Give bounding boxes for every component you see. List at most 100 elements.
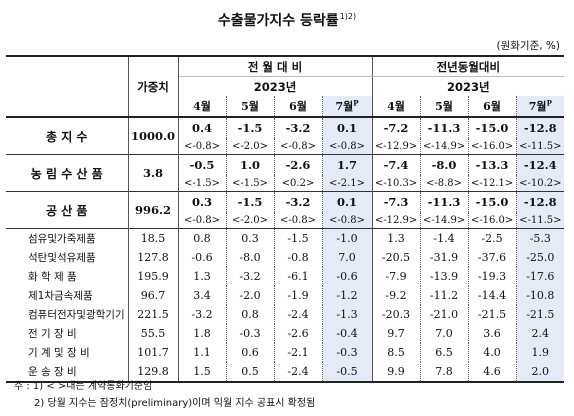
mom-value: -6.1 (273, 267, 322, 286)
yoy-value: -37.6 (467, 248, 517, 267)
yoy-value: 4.0 (467, 343, 517, 362)
mom-value: -1.5 (225, 191, 274, 212)
yoy-value: 2.0 (515, 362, 565, 382)
sub-row: 기 계 및 장 비 101.7 1.1 0.6 -2.1 -0.3 8.5 6.5 4.0 1.9 (6, 343, 565, 362)
mom-value: 0.8 (225, 305, 274, 324)
mom-value: -1.9 (273, 286, 322, 305)
mom-contract-value: <-2.1> (321, 175, 373, 192)
sub-row-label: 섬유및가죽제품 (6, 228, 129, 248)
mom-month-header: 5월 (225, 96, 274, 117)
yoy-contract-value: <-10.2> (515, 175, 565, 192)
mom-value: -3.2 (273, 117, 322, 138)
mom-value: -0.4 (321, 324, 373, 343)
mom-value: -3.2 (225, 267, 274, 286)
mom-month-header: 4월 (193, 100, 211, 113)
month-label: 7월 (335, 100, 354, 113)
mom-value: 0.8 (193, 232, 211, 245)
weight-header: 가중치 (128, 56, 179, 118)
yoy-group-header: 전년동월대비 (372, 56, 565, 77)
yoy-value: -31.9 (419, 248, 469, 267)
yoy-value: -12.4 (515, 154, 565, 175)
page-title: 수출물가지수 등락률1)2) (0, 10, 574, 30)
row-weight: 996.2 (128, 191, 179, 229)
yoy-value: 3.6 (467, 324, 517, 343)
main-row-contract-currency: <-0.8> <-2.0> <-0.8> <-0.8> <-12.9> <-14.9> <-… (6, 212, 565, 229)
mom-value: 0.4 (191, 121, 212, 135)
month-label: 7월 (528, 100, 547, 113)
sub-row: 제1차금속제품 96.7 3.4 -2.0 -1.9 -1.2 -9.2 -11.2 -14.4… (6, 286, 565, 305)
mom-value: -0.5 (189, 158, 215, 172)
mom-value: -0.3 (321, 343, 373, 362)
yoy-value: -1.4 (419, 228, 469, 248)
main-row: 농 림 수 산 품 3.8 -0.5 1.0 -2.6 1.7 -7.4 -8.0 -13.3-… (6, 154, 565, 192)
yoy-value: -17.6 (515, 267, 565, 286)
mom-contract-value: <-0.8> (183, 214, 221, 226)
mom-value: -0.8 (273, 248, 322, 267)
main-row: 공 산 품 996.2 0.3 -1.5 -3.2 0.1 -7.3 -11.3 -15.0 -1… (6, 191, 565, 229)
mom-month-header: 6월 (273, 96, 322, 117)
yoy-contract-value: <-10.3> (374, 177, 418, 189)
mom-value: -2.4 (273, 362, 322, 382)
mom-contract-value: <-0.8> (321, 138, 373, 155)
title-footnote-mark: 1)2) (339, 12, 357, 22)
mom-contract-value: <-0.8> (183, 140, 221, 152)
header-row-group: 가중치 전 월 대 비 전년동월대비 (6, 56, 565, 118)
yoy-value: -2.5 (467, 228, 517, 248)
mom-value: -3.2 (191, 308, 213, 321)
sub-row-label: 운 송 장 비 (6, 362, 129, 382)
mom-value: 0.3 (225, 228, 274, 248)
main-row-contract-currency: <-1.5> <-1.5> <0.2> <-2.1> <-10.3> <-8.8> <-12… (6, 175, 565, 192)
row-label: 총 지 수 (6, 117, 129, 155)
sub-row-weight: 18.5 (128, 228, 179, 248)
yoy-value: -8.0 (419, 154, 469, 175)
yoy-month-header: 6월 (467, 96, 517, 117)
preliminary-mark: P (353, 98, 359, 108)
yoy-value: -21.5 (515, 305, 565, 324)
yoy-value: -11.3 (419, 191, 469, 212)
yoy-value: -21.0 (419, 305, 469, 324)
yoy-value: -11.2 (419, 286, 469, 305)
sub-row-weight: 96.7 (128, 286, 179, 305)
sub-row-label: 기 계 및 장 비 (6, 343, 129, 362)
yoy-value: -20.3 (381, 308, 411, 321)
mom-value: 1.1 (193, 346, 211, 359)
sub-row-label: 제1차금속제품 (6, 286, 129, 305)
preliminary-mark: P (546, 98, 552, 108)
yoy-contract-value: <-16.0> (467, 138, 517, 155)
mom-value: 1.5 (193, 365, 211, 378)
sub-row: 컴퓨터전자및광학기기 221.5 -3.2 0.8 -2.4 -1.3 -20.3 -21.0… (6, 305, 565, 324)
yoy-contract-value: <-12.9> (374, 140, 418, 152)
yoy-value: 4.6 (467, 362, 517, 382)
mom-value: -0.6 (191, 251, 213, 264)
export-price-table: 가중치 전 월 대 비 전년동월대비 2023년 2023년 4월 5월 6월 7월P… (6, 55, 565, 383)
mom-value: 1.3 (193, 270, 211, 283)
yoy-value: 6.5 (419, 343, 469, 362)
mom-value: 1.8 (193, 327, 211, 340)
sub-row: 전 기 장 비 55.5 1.8 -0.3 -2.6 -0.4 9.7 7.0 3.6 2.4 (6, 324, 565, 343)
yoy-month-header: 5월 (419, 96, 469, 117)
yoy-month-header: 4월 (387, 100, 405, 113)
yoy-value: -20.5 (381, 251, 411, 264)
yoy-value: -14.4 (467, 286, 517, 305)
main-row-contract-currency: <-0.8> <-2.0> <-0.8> <-0.8> <-12.9> <-14.9> <-… (6, 138, 565, 155)
footnotes: 주 : 1) < >내는 계약통화기준임 2) 당월 지수는 잠정치(preli… (14, 378, 315, 412)
yoy-value: -7.9 (385, 270, 407, 283)
yoy-contract-value: <-12.1> (467, 175, 517, 192)
yoy-value: -5.3 (515, 228, 565, 248)
yoy-contract-value: <-14.9> (419, 138, 469, 155)
yoy-value: -15.0 (467, 191, 517, 212)
sub-row-label: 전 기 장 비 (6, 324, 129, 343)
row-label: 농 림 수 산 품 (6, 154, 129, 192)
yoy-contract-value: <-11.5> (515, 138, 565, 155)
mom-contract-value: <-2.0> (225, 138, 274, 155)
yoy-value: -13.3 (467, 154, 517, 175)
yoy-value: 1.3 (387, 232, 405, 245)
sub-row-weight: 221.5 (128, 305, 179, 324)
mom-value: 1.0 (225, 154, 274, 175)
yoy-month-header: 7월P (515, 96, 565, 117)
yoy-value: -15.0 (467, 117, 517, 138)
mom-value: 3.4 (193, 289, 211, 302)
yoy-value: -25.0 (515, 248, 565, 267)
footnote-2: 2) 당월 지수는 잠정치(preliminary)이며 익월 지수 공표시 확… (34, 398, 316, 409)
yoy-value: 9.9 (387, 365, 405, 378)
